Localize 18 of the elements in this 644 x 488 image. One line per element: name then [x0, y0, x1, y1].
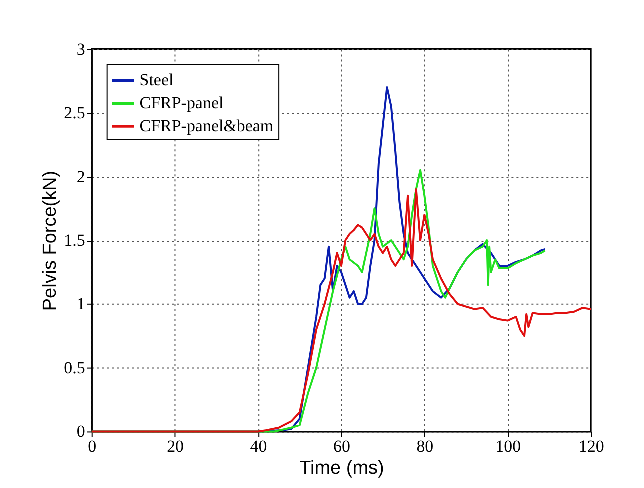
legend-label: CFRP-panel: [140, 94, 224, 113]
y-tick-label: 0: [76, 422, 86, 442]
y-tick-label: 1: [76, 294, 86, 314]
y-tick-label: 1.5: [64, 230, 86, 250]
x-axis-title: Time (ms): [300, 458, 384, 480]
x-tick-label: 80: [416, 437, 434, 456]
y-tick-label: 2: [76, 167, 86, 186]
y-tick-label: 0.5: [64, 358, 86, 378]
x-tick-label: 40: [250, 437, 268, 456]
legend-label: CFRP-panel&beam: [140, 116, 274, 136]
y-axis-title: Pelvis Force(kN): [40, 170, 62, 312]
x-tick-label: 60: [333, 437, 350, 456]
legend-label: Steel: [140, 70, 174, 90]
x-tick-label: 100: [496, 437, 522, 456]
y-tick-label: 2.5: [64, 104, 86, 123]
x-tick-label: 120: [578, 437, 604, 456]
x-tick-label: 20: [167, 437, 184, 456]
y-tick-label: 3: [76, 40, 86, 59]
